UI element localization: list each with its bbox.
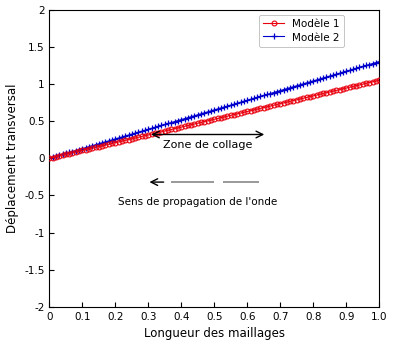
- Line: Modèle 2: Modèle 2: [46, 59, 382, 161]
- Modèle 1: [70, 151, 75, 155]
- Modèle 1: [245, 109, 250, 113]
- Modèle 2: [294, 84, 299, 88]
- Text: Sens de propagation de l'onde: Sens de propagation de l'onde: [118, 197, 277, 207]
- Text: Zone de collage: Zone de collage: [163, 140, 252, 150]
- Modèle 2: [278, 89, 283, 93]
- Modèle 2: [47, 156, 52, 160]
- Modèle 1: [278, 102, 283, 106]
- Modèle 2: [199, 112, 204, 116]
- Modèle 1: [47, 156, 52, 160]
- Modèle 2: [245, 98, 250, 102]
- Modèle 1: [199, 120, 204, 125]
- Y-axis label: Déplacement transversal: Déplacement transversal: [6, 83, 18, 233]
- Modèle 1: [377, 78, 382, 82]
- Modèle 1: [129, 137, 134, 141]
- X-axis label: Longueur des maillages: Longueur des maillages: [144, 327, 285, 340]
- Legend: Modèle 1, Modèle 2: Modèle 1, Modèle 2: [259, 15, 344, 47]
- Modèle 2: [129, 132, 134, 136]
- Modèle 2: [70, 149, 75, 154]
- Line: Modèle 1: Modèle 1: [47, 78, 382, 161]
- Modèle 1: [294, 98, 299, 102]
- Modèle 2: [377, 60, 382, 64]
